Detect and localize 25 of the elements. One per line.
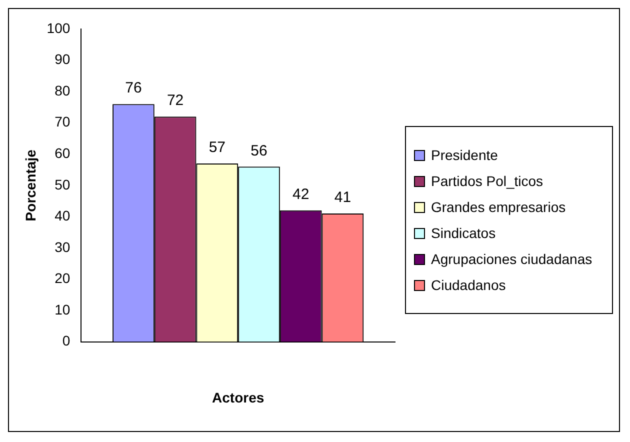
y-tick-label: 60 [54, 144, 70, 161]
legend-label: Presidente [431, 147, 498, 163]
y-tick-label: 20 [54, 270, 70, 286]
data-label: 56 [250, 142, 268, 160]
y-axis-title: Porcentaje [22, 149, 38, 222]
y-tick-label: 90 [54, 51, 70, 68]
y-tick-label: 40 [54, 208, 70, 224]
y-tick-label: 50 [54, 176, 70, 192]
data-label: 42 [292, 186, 310, 204]
legend-label: Grandes empresarios [431, 199, 566, 215]
y-tick-label: 100 [46, 20, 70, 36]
data-label: 41 [334, 189, 352, 206]
y-tick-label: 80 [54, 82, 70, 98]
data-label: 57 [208, 139, 226, 156]
data-label: 76 [125, 80, 142, 97]
y-tick-label: 70 [54, 114, 70, 130]
y-tick-label: 30 [54, 238, 70, 255]
legend-label: Ciudadanos [431, 277, 506, 293]
legend-label: Partidos Pol_ticos [431, 173, 544, 189]
y-tick-label: 10 [54, 301, 70, 318]
legend-label: Agrupaciones ciudadanas [431, 251, 592, 267]
data-label: 72 [166, 92, 184, 110]
x-axis-title: Actores [212, 389, 264, 406]
y-tick-label: 0 [62, 332, 70, 349]
legend-label: Sindicatos [431, 225, 496, 241]
